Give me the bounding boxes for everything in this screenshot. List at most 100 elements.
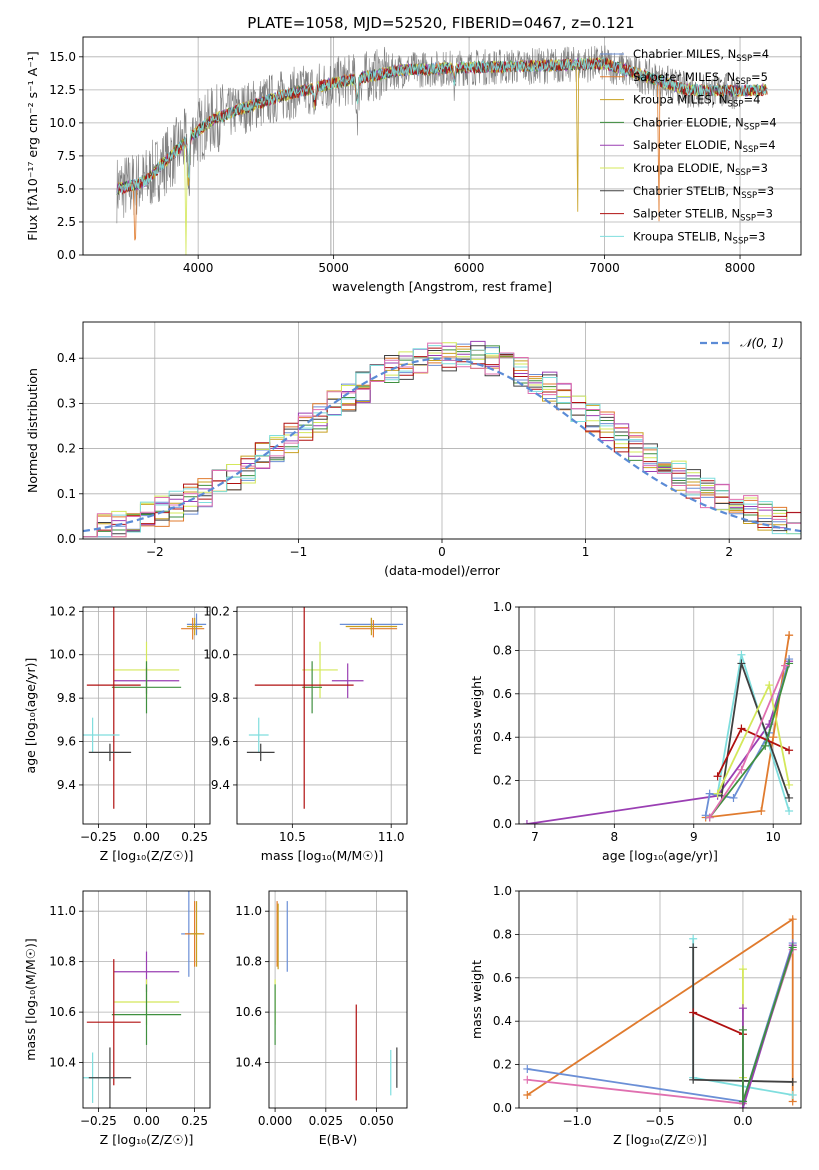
- grid: [237, 607, 407, 824]
- weight-point-marker: [689, 1075, 698, 1084]
- legend-label-subscript: SSP: [740, 214, 756, 224]
- weight-point-marker: [788, 1077, 797, 1086]
- plot-area: [523, 915, 797, 1108]
- y-tick-label: 0.6: [493, 687, 512, 701]
- legend-label: Chabrier ELODIE, NSSP=4: [633, 115, 777, 132]
- weight-point-marker: [765, 681, 774, 690]
- gaussian-curve: [83, 357, 801, 533]
- legend-label: Chabrier MILES, NSSP=4: [633, 47, 769, 64]
- weight-point-marker: [785, 780, 794, 789]
- legend-label-value: =3: [756, 207, 773, 221]
- weight-point-marker: [781, 661, 790, 670]
- y-tick-label: 10.2: [203, 604, 230, 618]
- weight-point-marker: [523, 1075, 532, 1084]
- y-tick-label: 9.6: [211, 735, 230, 749]
- weight-point-marker: [689, 1008, 698, 1017]
- y-axis-label: Flux [fλ10⁻¹⁷ erg cm⁻² s⁻¹ A⁻¹]: [25, 51, 40, 240]
- y-tick-label: 10.2: [49, 604, 76, 618]
- x-tick-label: 10.5: [279, 830, 306, 844]
- weight-point-marker: [788, 1090, 797, 1099]
- plot-area: [274, 901, 398, 1101]
- grid: [519, 606, 801, 825]
- legend-label-value: =4: [760, 115, 777, 129]
- y-tick-label: 0.4: [57, 351, 76, 365]
- histogram-series: [83, 342, 801, 538]
- x-axis-label: age [log₁₀(age/yr)]: [602, 848, 718, 863]
- weight-point-marker: [713, 789, 722, 798]
- plot-area: [522, 631, 794, 824]
- weight-point-marker: [738, 1004, 747, 1013]
- legend-label-value: =4: [759, 138, 776, 152]
- ticks: 0.000 0.025 0.050 10.4 10.6 10.8 11.0: [235, 904, 393, 1128]
- legend-label-subscript: SSP: [741, 191, 757, 201]
- x-axis-label: Z [log₁₀(Z/Z☉)]: [613, 1132, 707, 1147]
- weight-point-marker: [737, 650, 746, 659]
- x-tick-label: 0.25: [181, 830, 208, 844]
- axes-frame: [268, 890, 408, 1109]
- y-tick-label: 0.1: [57, 487, 76, 501]
- axes-frame: [236, 606, 408, 825]
- x-axis-label: (data-model)/error: [384, 563, 501, 578]
- weight-series-line: [742, 947, 794, 1102]
- weight-point-marker: [769, 733, 778, 742]
- x-tick-label: 8: [611, 830, 619, 844]
- observed-spectrum-line: [116, 45, 741, 224]
- legend-label-value: =4: [743, 93, 760, 107]
- y-tick-label: 12.5: [49, 83, 76, 97]
- x-tick-label: 7000: [589, 261, 620, 275]
- ticks: −0.25 0.00 0.25 10.4 10.6 10.8 11.0: [49, 904, 208, 1128]
- y-tick-label: 10.4: [49, 1056, 76, 1070]
- x-tick-label: −2: [146, 545, 164, 559]
- weight-point-marker: [737, 765, 746, 774]
- legend-label-text: Chabrier STELIB, N: [633, 184, 741, 198]
- plot-area: [116, 37, 768, 255]
- y-tick-label: 5.0: [57, 182, 76, 196]
- y-tick-label: 10.0: [49, 648, 76, 662]
- legend-label-text: Salpeter MILES, N: [633, 70, 735, 84]
- age-vs-metallicity-panel: −0.25 0.00 0.25 9.4 9.6 9.8 10.0 10.2 Z [log₁₀(Z…: [23, 604, 211, 863]
- weight-point-marker: [522, 820, 531, 824]
- x-tick-label: 4000: [183, 261, 214, 275]
- y-tick-label: 10.6: [235, 1005, 262, 1019]
- plot-area: [83, 607, 207, 809]
- x-axis-label: wavelength [Angstrom, rest frame]: [332, 279, 552, 294]
- legend-label-subscript: SSP: [735, 77, 751, 87]
- x-tick-label: 0.000: [258, 1114, 292, 1128]
- x-axis-label: E(B-V): [319, 1132, 358, 1147]
- legend-label-subscript: SSP: [736, 54, 752, 64]
- y-tick-label: 7.5: [57, 149, 76, 163]
- weight-point-marker: [705, 813, 714, 822]
- weight-vs-metallicity-panel: −1.0 −0.5 0.0 0.0 0.2 0.4 0.6 0.8 1.0 Z [log₁₀(Z/…: [469, 884, 802, 1147]
- x-tick-label: 0: [438, 545, 446, 559]
- age-vs-mass-panel: 10.5 11.0 9.4 9.6 9.8 10.0 10.2 mass [log₁₀(M/M…: [203, 604, 408, 863]
- weight-point-marker: [523, 1064, 532, 1073]
- ticks: 7 8 9 10 0.0 0.2 0.4 0.6 0.8 1.0: [493, 600, 781, 844]
- y-axis-label: mass weight: [469, 676, 484, 755]
- legend-label-text: Kroupa MILES, N: [633, 93, 728, 107]
- x-tick-label: 0.0: [733, 1114, 752, 1128]
- y-tick-label: 9.6: [57, 735, 76, 749]
- legend-label: Salpeter STELIB, NSSP=3: [633, 207, 773, 224]
- y-tick-label: 0.0: [493, 817, 512, 831]
- y-tick-label: 10.0: [203, 648, 230, 662]
- weight-point-marker: [701, 811, 710, 820]
- legend-label-subscript: SSP: [744, 122, 760, 132]
- x-tick-label: 5000: [318, 261, 349, 275]
- legend-label-subscript: SSP: [735, 168, 751, 178]
- x-tick-label: 0.25: [181, 1114, 208, 1128]
- legend-label: Salpeter ELODIE, NSSP=4: [633, 138, 776, 155]
- x-axis-label: mass [log₁₀(M/M☉)]: [261, 848, 383, 863]
- ticks: 10.5 11.0 9.4 9.6 9.8 10.0 10.2: [203, 604, 404, 844]
- grid: [269, 891, 407, 1108]
- legend-label: Chabrier STELIB, NSSP=3: [633, 184, 774, 201]
- weight-point-marker: [738, 1097, 747, 1106]
- legend-label: Kroupa MILES, NSSP=4: [633, 93, 760, 110]
- axes-frame: [82, 36, 802, 256]
- y-tick-label: 0.3: [57, 396, 76, 410]
- y-axis-label: mass weight: [469, 960, 484, 1039]
- y-axis-label: mass [log₁₀(M/M☉)]: [23, 938, 38, 1060]
- x-tick-label: 8000: [725, 261, 756, 275]
- y-tick-label: 15.0: [49, 50, 76, 64]
- legend-label-text: Salpeter STELIB, N: [633, 207, 740, 221]
